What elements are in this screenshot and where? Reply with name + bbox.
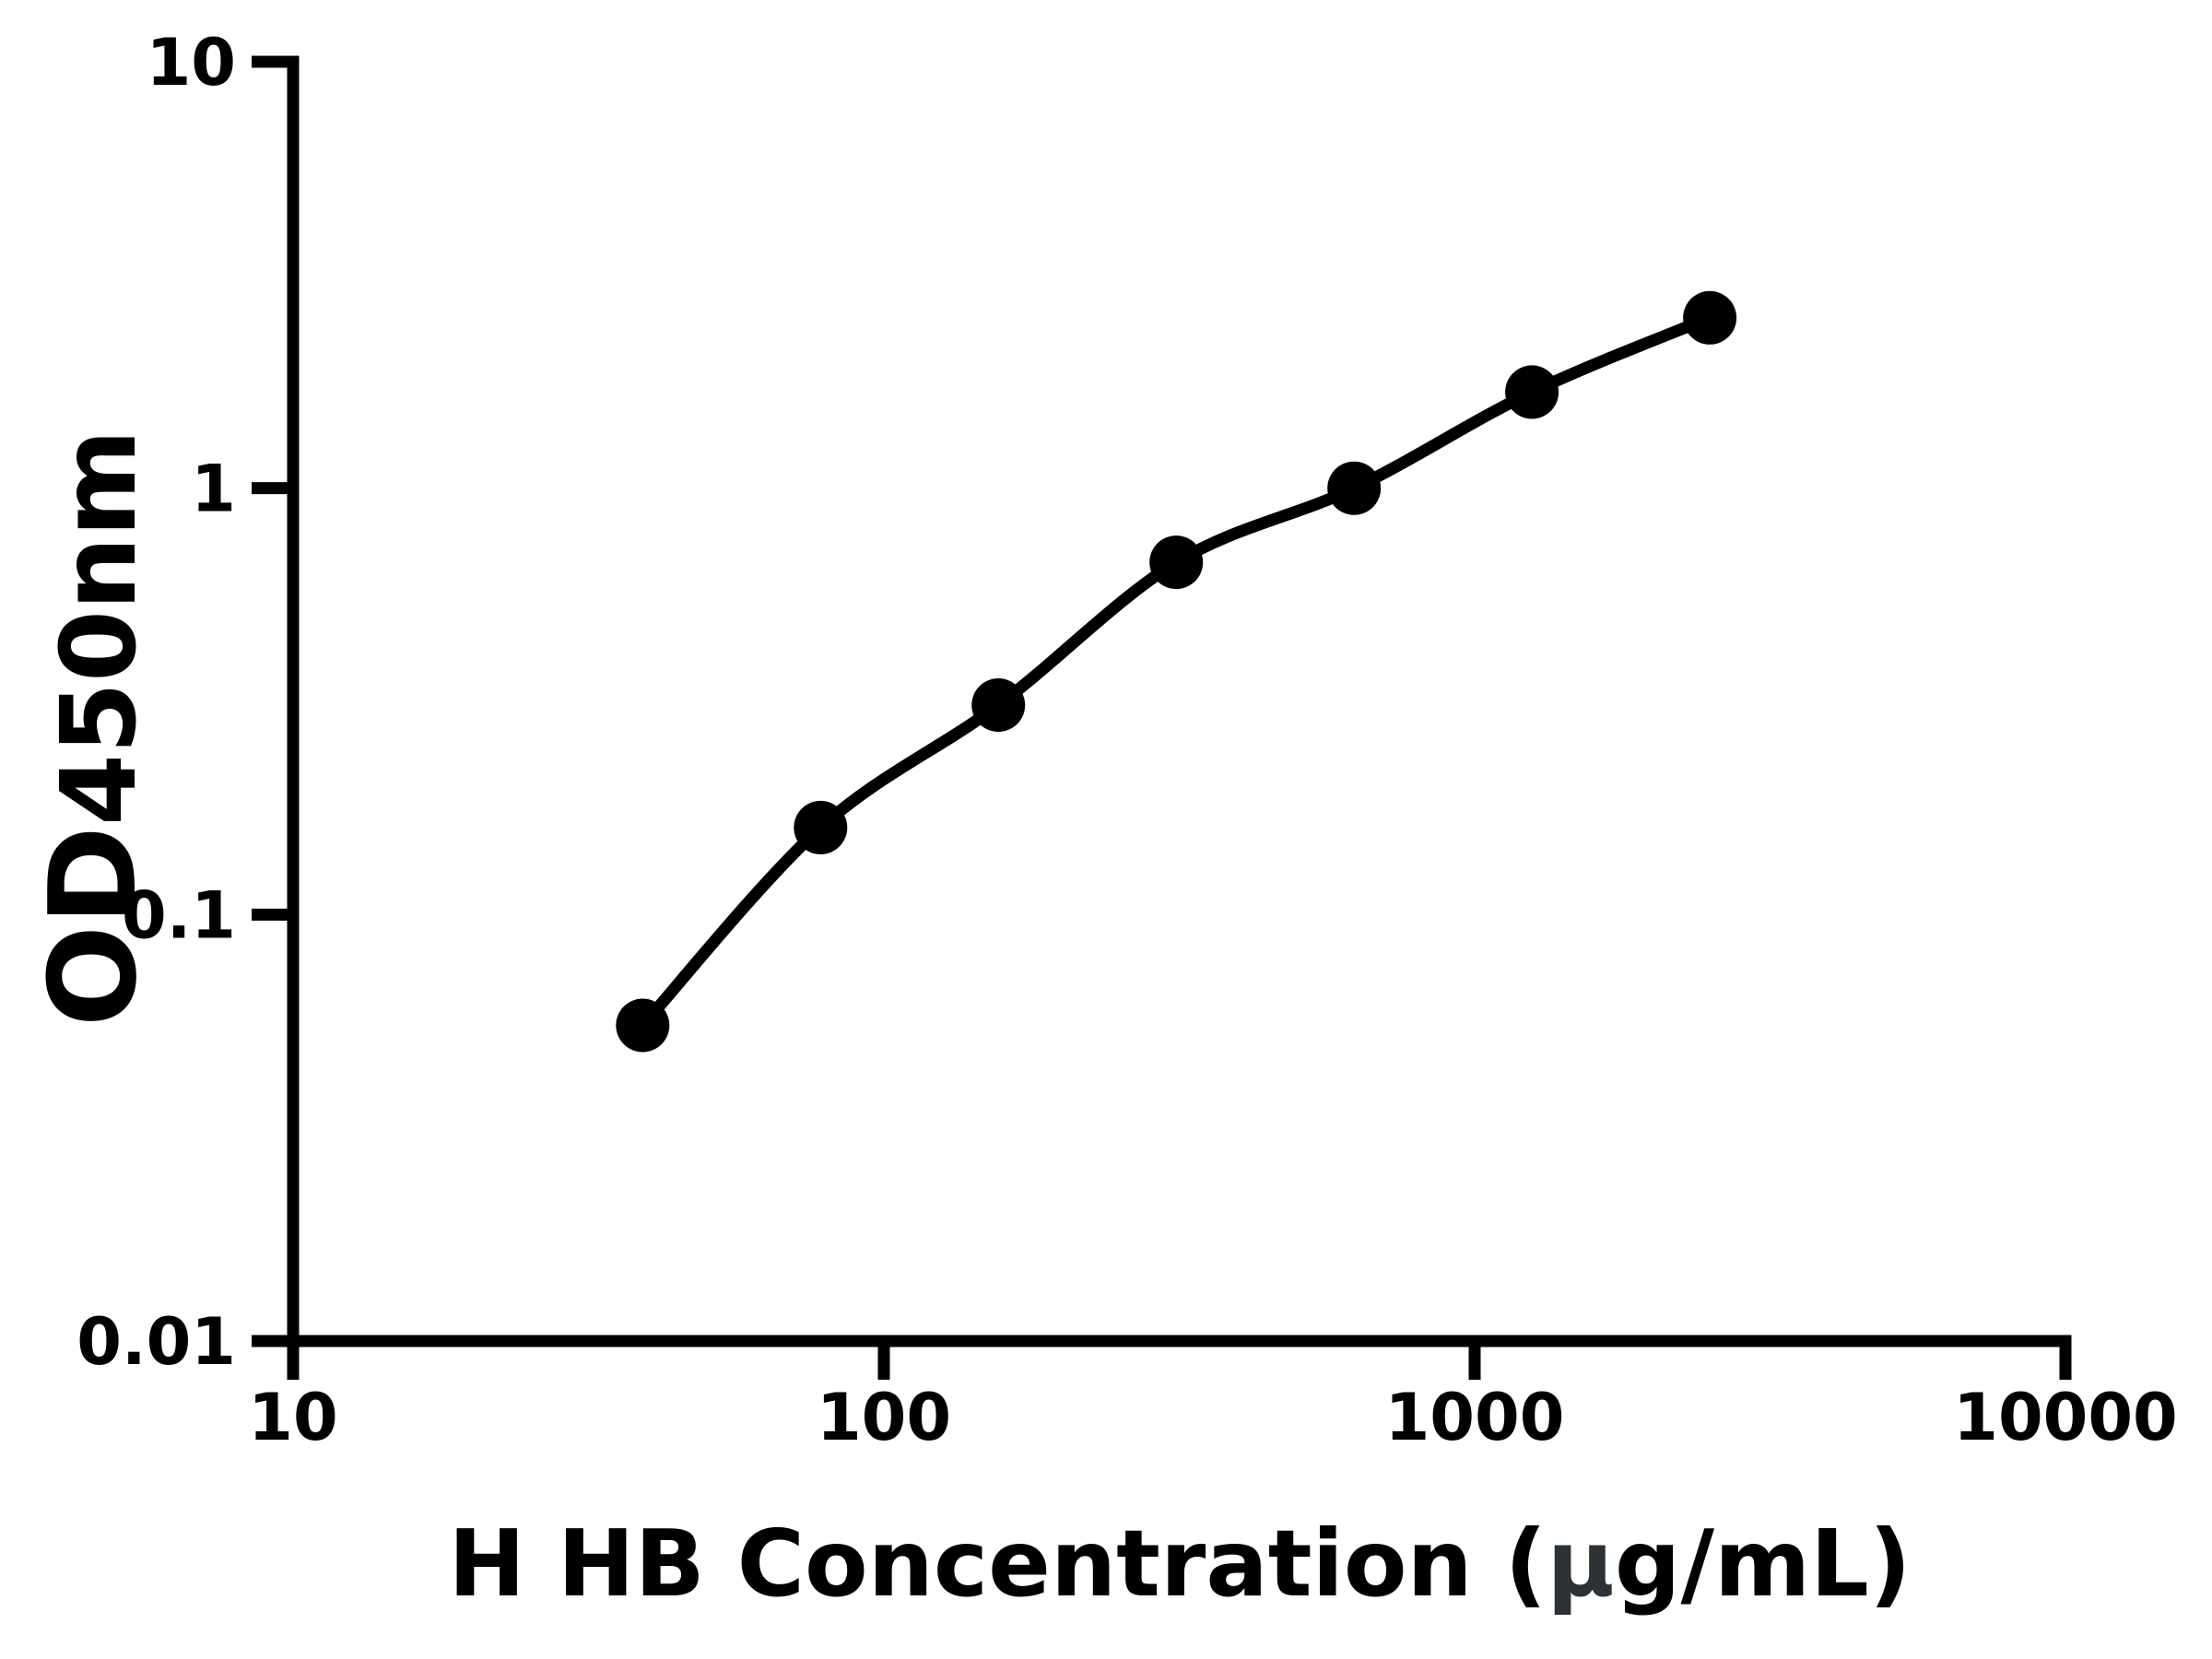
data-point-7: [1683, 290, 1737, 345]
x-axis-title-units: g/mL): [1614, 1510, 1912, 1618]
x-axis-title-text: H HB Concentration (: [448, 1510, 1547, 1618]
x-tick-label: 100: [817, 1380, 951, 1455]
data-point-6: [1505, 365, 1559, 419]
x-tick-label: 10: [248, 1380, 337, 1455]
data-point-1: [616, 998, 670, 1053]
y-tick-label: 10: [147, 25, 236, 100]
data-point-5: [1327, 461, 1382, 515]
data-point-3: [971, 678, 1026, 732]
y-tick-label: 0.01: [76, 1304, 236, 1380]
y-axis-title: OD450nm: [23, 429, 163, 1028]
x-tick-label: 1000: [1385, 1380, 1565, 1455]
x-axis-title: H HB Concentration (μg/mL): [166, 1506, 2194, 1621]
y-tick-label: 0.1: [122, 877, 236, 953]
x-tick-label: 10000: [1953, 1380, 2178, 1455]
y-tick-label: 1: [191, 452, 236, 527]
data-point-4: [1149, 535, 1204, 590]
mu-symbol: μ: [1547, 1510, 1615, 1618]
y-axis-title-sub: 450nm: [40, 429, 159, 826]
data-point-2: [794, 800, 848, 854]
standard-curve-line: [638, 312, 1712, 1030]
y-axis-title-main: OD: [23, 825, 163, 1028]
